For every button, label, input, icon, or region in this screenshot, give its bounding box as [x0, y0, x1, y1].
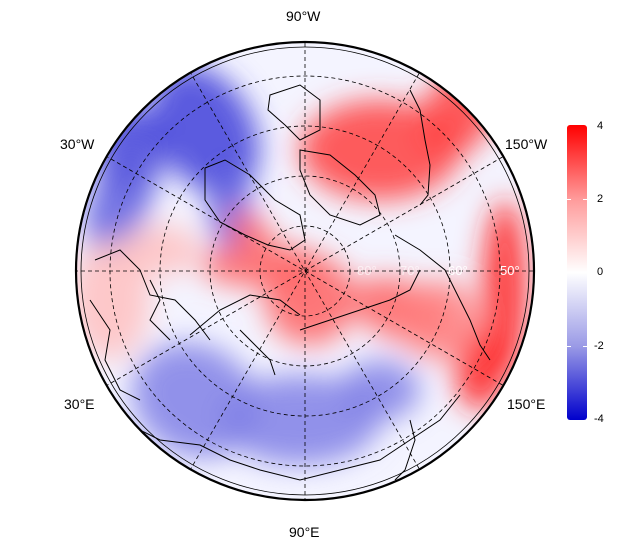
lat-label-70: 70°: [400, 263, 420, 278]
anomaly-patch-europe: [77, 240, 150, 360]
lon-label-30e: 30°E: [64, 396, 95, 412]
anomaly-patch-europe: [120, 225, 200, 275]
coastline-path: [394, 419, 416, 481]
coastline-path: [299, 149, 381, 226]
lat-label-80: 80°: [357, 263, 377, 278]
coastline-path: [119, 394, 461, 481]
graticule: [77, 43, 533, 499]
anomaly-patch-west-siberia-kazakhstan: [340, 360, 420, 420]
colorbar-label-2: 2: [597, 193, 604, 205]
anomaly-patch-east-siberia: [400, 280, 480, 360]
coastline-path: [299, 269, 421, 331]
colorbar-label-neg2: -2: [594, 340, 604, 352]
anomaly-patch-north-pacific-150E: [483, 200, 527, 380]
coastline-path: [89, 299, 141, 401]
coastline-path: [189, 294, 301, 336]
colorbar-tick-mark: [567, 346, 587, 347]
map-inner-border: [80, 46, 530, 496]
anomaly-patch-west-siberia-kazakhstan: [220, 375, 380, 465]
lon-label-90w: 90°W: [286, 8, 321, 24]
colorbar-label-0: 0: [597, 266, 604, 278]
lon-label-150w: 150°W: [505, 136, 548, 152]
anomaly-patch-alaska-pacific-rim: [300, 100, 460, 200]
lat-label-60: 60°: [448, 263, 468, 278]
lon-label-150e: 150°E: [507, 396, 546, 412]
map-frame: [74, 40, 536, 502]
coastline-path: [394, 234, 491, 361]
colorbar: [567, 125, 587, 420]
coastline-path: [204, 159, 306, 251]
coastline-path: [267, 84, 321, 141]
coastlines: [89, 84, 491, 481]
coastline-path: [239, 329, 276, 376]
meridian-line: [190, 73, 420, 469]
coastline-path: [94, 249, 211, 341]
coastline-path: [409, 89, 431, 206]
colorbar-label-4: 4: [597, 120, 604, 132]
lon-label-30w: 30°W: [60, 136, 95, 152]
lat-label-50: 50°: [500, 263, 520, 278]
anomaly-patch-baffin-labrador: [150, 64, 260, 196]
anomaly-patch-greenland-south: [227, 211, 273, 249]
lon-label-90e: 90°E: [289, 524, 320, 540]
colorbar-label-neg4: -4: [594, 413, 604, 425]
coastline-path: [149, 279, 171, 341]
colorbar-tick-mark: [567, 199, 587, 200]
anomaly-patch-north-pacific-150E: [455, 330, 505, 410]
